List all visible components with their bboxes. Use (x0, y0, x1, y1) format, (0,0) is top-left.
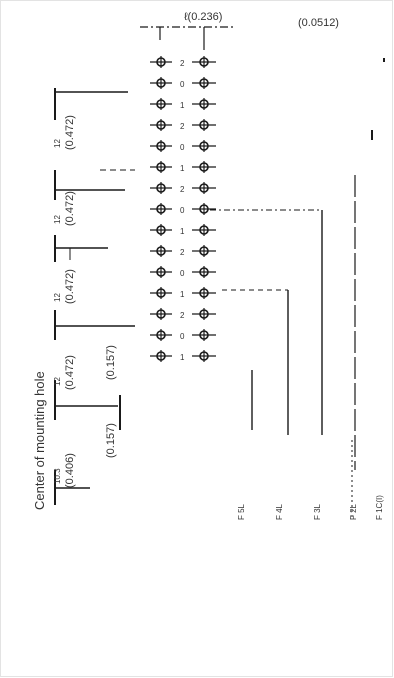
bottom-label-3l: F 3L (313, 503, 322, 520)
pin-digit: 2 (180, 59, 185, 68)
dim-label-7: (0.157) (105, 423, 117, 458)
pin-digit: 2 (180, 185, 185, 194)
dim-label-3: (0.472) (64, 269, 76, 304)
bottom-label-4l: F 4L (275, 503, 284, 520)
pin-digit: 1 (180, 164, 185, 173)
pitch-label: ℓ(0.236) (184, 11, 222, 23)
bottom-label-5l: F 5L (237, 503, 246, 520)
offset-label: (0.0512) (298, 17, 339, 29)
dim-label-4: (0.472) (64, 355, 76, 390)
pin-digit: 0 (180, 143, 185, 152)
dim-label-2: (0.472) (64, 191, 76, 226)
pin-digit: 1 (180, 101, 185, 110)
bottom-label-1c: F 1C(I) (375, 495, 384, 520)
pin-digit: 0 (180, 80, 185, 89)
mm-label-5: 10.3 (53, 468, 62, 484)
pin-digit: 2 (180, 311, 185, 320)
bottom-label-2l: F 2L (349, 503, 358, 520)
mm-label-2: 12 (53, 215, 62, 224)
dim-label-5: (0.406) (64, 453, 76, 488)
pin-digit: 2 (180, 248, 185, 257)
pin-digit: 1 (180, 353, 185, 362)
pin-digit: 2 (180, 122, 185, 131)
dim-label-6: (0.157) (105, 345, 117, 380)
pin-digit: 1 (180, 290, 185, 299)
mm-label-4: 12 (53, 377, 62, 386)
left-dimensions (54, 88, 135, 505)
pin-digit: 1 (180, 227, 185, 236)
mounting-hole-caption: Center of mounting hole (32, 371, 47, 510)
mm-label-3: 12 (53, 293, 62, 302)
pin-digit: 0 (180, 332, 185, 341)
mm-label-1: 12 (53, 139, 62, 148)
dim-label-1: (0.472) (64, 115, 76, 150)
pin-column: 2 0 1 2 0 1 2 0 1 2 0 1 2 0 1 (150, 56, 216, 362)
pin-digit: 0 (180, 269, 185, 278)
pin-digit: 0 (180, 206, 185, 215)
right-brackets (210, 130, 373, 520)
